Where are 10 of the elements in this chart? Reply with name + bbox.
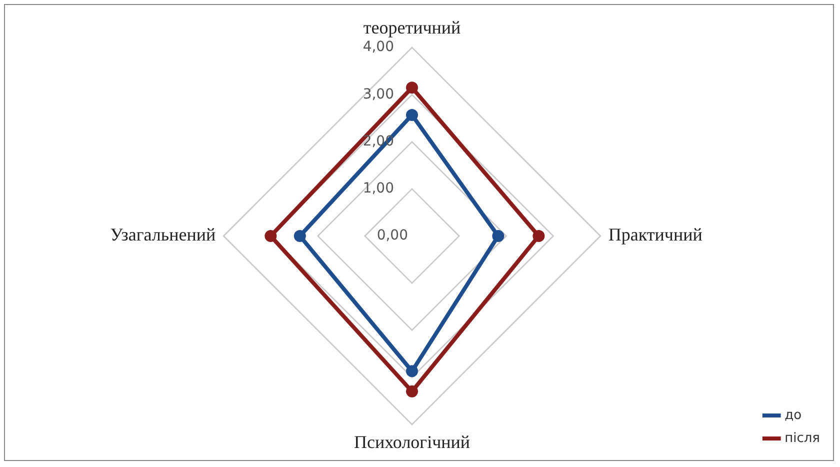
y-tick-label: 1,00 <box>362 180 394 197</box>
legend-label: до <box>784 408 802 423</box>
spoke-label: Практичний <box>608 224 703 245</box>
y-tick-label: 4,00 <box>362 39 394 56</box>
spoke-label: Психологічний <box>354 432 470 452</box>
spoke-label: Узагальнений <box>110 224 216 245</box>
y-tick-label: 0,00 <box>376 228 408 244</box>
y-tick-label: 3,00 <box>362 86 394 102</box>
spoke-label: теоретичний <box>363 18 462 38</box>
legend-label: після <box>784 430 820 446</box>
